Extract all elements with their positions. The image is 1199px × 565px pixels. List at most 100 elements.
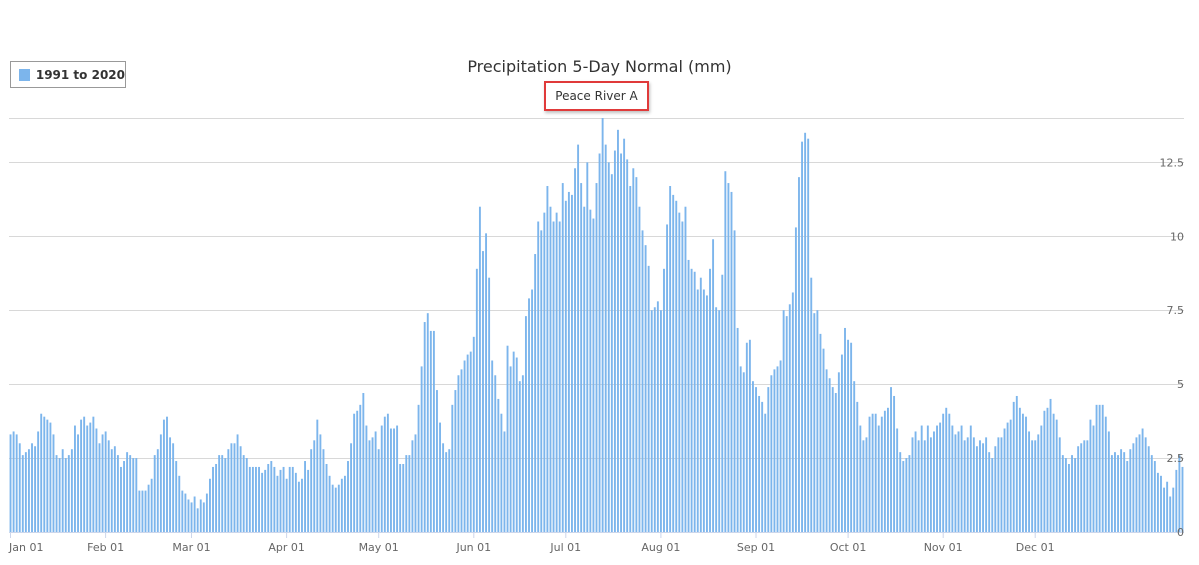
bar[interactable]	[337, 484, 340, 532]
bar[interactable]	[331, 484, 334, 532]
bar[interactable]	[414, 434, 417, 532]
bar[interactable]	[733, 230, 736, 532]
bar[interactable]	[712, 239, 715, 533]
bar[interactable]	[779, 360, 782, 532]
bar[interactable]	[948, 413, 951, 532]
bar[interactable]	[1037, 434, 1040, 532]
bar[interactable]	[1166, 481, 1169, 532]
bar[interactable]	[190, 502, 193, 532]
bar[interactable]	[264, 469, 267, 532]
bar[interactable]	[86, 425, 89, 532]
bar[interactable]	[92, 416, 95, 532]
bar[interactable]	[411, 440, 414, 532]
bar[interactable]	[343, 475, 346, 532]
bar[interactable]	[279, 469, 282, 532]
bar[interactable]	[215, 463, 218, 532]
bar[interactable]	[1147, 446, 1150, 532]
bar[interactable]	[49, 422, 52, 532]
bar[interactable]	[12, 431, 15, 532]
bar[interactable]	[423, 322, 426, 532]
bar[interactable]	[1015, 395, 1018, 532]
bar[interactable]	[632, 168, 635, 532]
bar[interactable]	[497, 398, 500, 532]
bar[interactable]	[1114, 452, 1116, 532]
bar[interactable]	[494, 375, 497, 532]
bar[interactable]	[822, 348, 825, 532]
bar[interactable]	[31, 443, 33, 532]
bar[interactable]	[966, 437, 969, 532]
bar[interactable]	[580, 183, 583, 532]
bar[interactable]	[518, 381, 521, 532]
bar[interactable]	[877, 425, 880, 532]
bar[interactable]	[951, 425, 954, 532]
bar[interactable]	[847, 339, 850, 532]
bar[interactable]	[1129, 449, 1132, 532]
bar[interactable]	[52, 434, 55, 532]
bar[interactable]	[172, 443, 175, 532]
bar[interactable]	[690, 268, 693, 532]
bar[interactable]	[420, 366, 423, 532]
bar[interactable]	[589, 209, 592, 533]
bar[interactable]	[804, 132, 807, 533]
bar[interactable]	[801, 141, 803, 532]
bar[interactable]	[887, 407, 889, 532]
bar[interactable]	[1153, 461, 1156, 532]
bar[interactable]	[242, 455, 245, 532]
bar[interactable]	[405, 455, 408, 532]
bar[interactable]	[853, 381, 856, 532]
bar[interactable]	[598, 153, 601, 533]
bar[interactable]	[623, 138, 626, 532]
bar[interactable]	[583, 206, 586, 532]
bar[interactable]	[67, 455, 70, 532]
bar[interactable]	[920, 425, 923, 532]
bar[interactable]	[181, 490, 184, 532]
bar[interactable]	[773, 369, 776, 532]
bar[interactable]	[104, 431, 107, 532]
bar[interactable]	[923, 440, 926, 532]
bar[interactable]	[141, 490, 144, 532]
bar[interactable]	[251, 466, 254, 532]
bar[interactable]	[620, 153, 622, 533]
bar[interactable]	[187, 499, 190, 532]
bar[interactable]	[899, 452, 902, 532]
bar[interactable]	[383, 416, 386, 532]
bar[interactable]	[478, 206, 481, 532]
bar[interactable]	[985, 437, 988, 532]
bar[interactable]	[1104, 416, 1107, 532]
bar[interactable]	[460, 369, 463, 532]
bar[interactable]	[55, 455, 58, 532]
bar[interactable]	[807, 138, 810, 532]
bar[interactable]	[267, 463, 270, 532]
bar[interactable]	[1046, 407, 1049, 532]
bar[interactable]	[442, 443, 445, 532]
bar[interactable]	[116, 455, 119, 532]
bar[interactable]	[365, 425, 368, 532]
bar[interactable]	[908, 455, 911, 532]
bar[interactable]	[764, 413, 767, 532]
bar[interactable]	[666, 224, 669, 532]
bar[interactable]	[592, 218, 595, 533]
bar[interactable]	[871, 413, 874, 532]
bar[interactable]	[963, 440, 966, 532]
bar[interactable]	[285, 478, 288, 532]
bar[interactable]	[426, 313, 429, 532]
bar[interactable]	[304, 461, 306, 532]
bar[interactable]	[911, 437, 914, 532]
bar[interactable]	[439, 422, 441, 532]
bar[interactable]	[377, 449, 380, 532]
bar[interactable]	[926, 425, 929, 532]
bar[interactable]	[1144, 437, 1147, 532]
bar[interactable]	[393, 428, 395, 533]
bar[interactable]	[74, 425, 76, 532]
bar[interactable]	[169, 437, 172, 532]
bar[interactable]	[1043, 410, 1046, 532]
bar[interactable]	[1160, 475, 1162, 532]
bar[interactable]	[451, 404, 454, 532]
bar[interactable]	[374, 431, 377, 532]
bar[interactable]	[1049, 398, 1052, 532]
bar[interactable]	[15, 434, 18, 532]
bar[interactable]	[356, 410, 359, 532]
bar[interactable]	[436, 390, 438, 532]
bar[interactable]	[129, 455, 132, 532]
bar[interactable]	[1132, 443, 1135, 532]
